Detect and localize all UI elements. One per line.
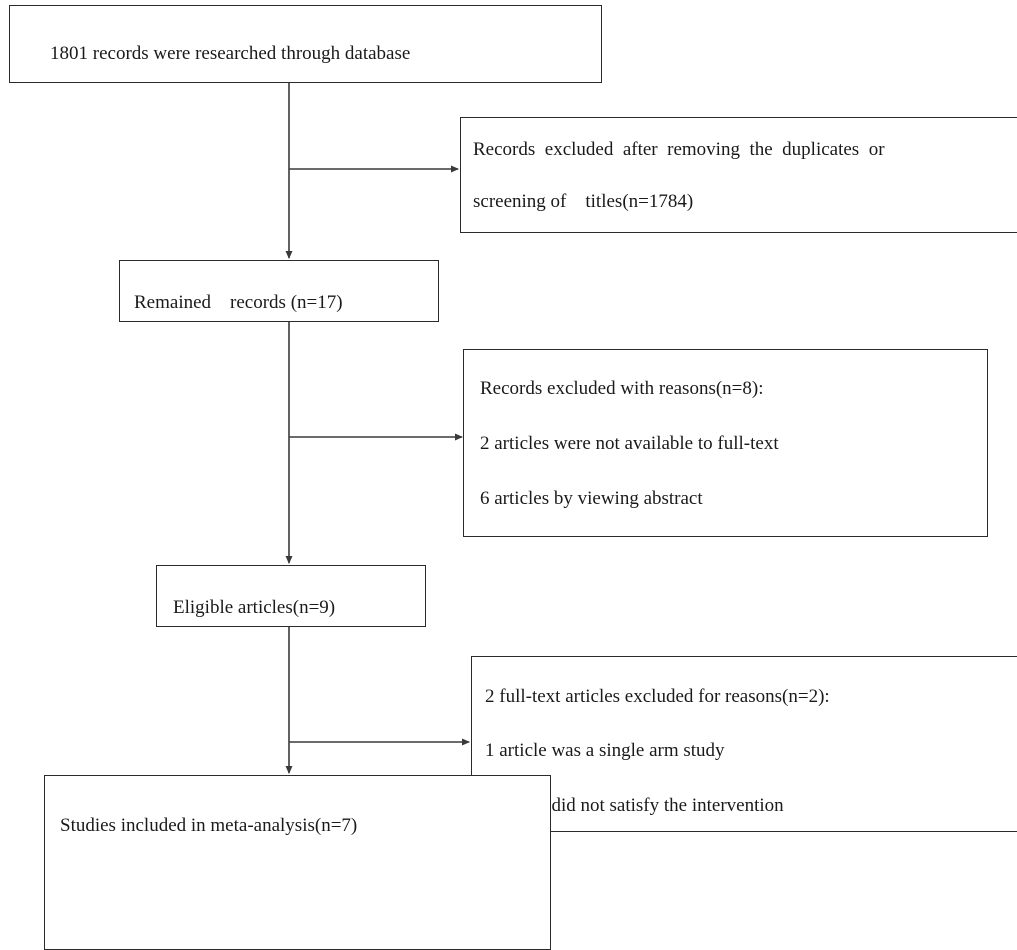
exclusion-box-reasons: [463, 349, 988, 537]
exclusion-full-text-line-2: 1 article was a single arm study: [485, 740, 725, 761]
remained-records-box: [119, 260, 439, 322]
remained-records-text: Remained records (n=17): [134, 292, 343, 313]
exclusion-reasons-line-1: Records excluded with reasons(n=8):: [480, 378, 764, 399]
exclusion-full-text-line-1: 2 full-text articles excluded for reason…: [485, 686, 830, 707]
exclusion-box-full-text: [471, 656, 1017, 832]
eligible-articles-box: [156, 565, 426, 627]
exclusion-reasons-line-3: 6 articles by viewing abstract: [480, 488, 703, 509]
exclusion-box-duplicates: [460, 117, 1017, 233]
included-studies-text: Studies included in meta-analysis(n=7): [60, 815, 358, 836]
exclusion-reasons-line-2: 2 articles were not available to full-te…: [480, 433, 779, 454]
exclusion-duplicates-line-2: screening of titles(n=1784): [473, 191, 694, 212]
identification-box: [9, 5, 602, 83]
eligible-articles-text: Eligible articles(n=9): [173, 597, 336, 618]
included-studies-box: [44, 775, 551, 950]
exclusion-duplicates-line-1: Records excluded after removing the dupl…: [473, 139, 885, 160]
identification-text: 1801 records were researched through dat…: [50, 43, 411, 64]
